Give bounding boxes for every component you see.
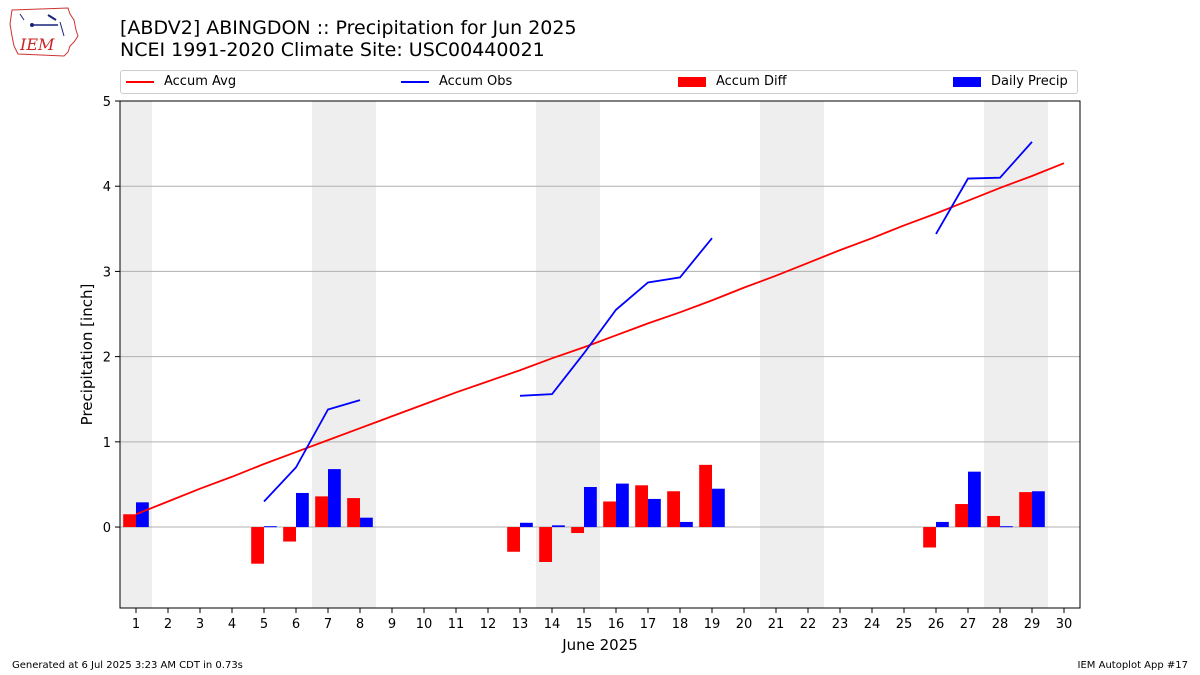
accum-diff-bar-day-29	[1019, 492, 1032, 528]
weekend-shade-4	[760, 101, 824, 608]
daily-precip-bar-day-13	[520, 522, 533, 528]
legend-label-accum-avg: Accum Avg	[164, 74, 237, 89]
x-tick-label-15: 15	[576, 617, 593, 632]
x-tick-label-27: 27	[960, 617, 977, 632]
legend-item-accum-diff: Accum Diff	[678, 74, 787, 90]
x-tick-label-3: 3	[196, 617, 204, 632]
accum-diff-bar-day-28	[987, 515, 1000, 528]
accum-diff-bar-day-6	[283, 527, 296, 542]
accum-diff-bar-day-15	[571, 527, 584, 534]
x-tick-label-26: 26	[928, 617, 945, 632]
x-tick-label-11: 11	[448, 617, 465, 632]
x-tick-label-22: 22	[800, 617, 817, 632]
accum-diff-bar-day-18	[667, 491, 680, 528]
daily-precip-bar-day-7	[328, 469, 341, 528]
iem-logo: IEM	[8, 6, 80, 58]
daily-precip-bar-day-26	[936, 521, 949, 528]
x-tick-label-2: 2	[164, 617, 172, 632]
x-tick-label-4: 4	[228, 617, 236, 632]
chart-legend: Accum Avg Accum Obs Accum Diff Daily Pre…	[120, 70, 1078, 94]
x-tick-label-30: 30	[1056, 617, 1073, 632]
x-tick-label-12: 12	[480, 617, 497, 632]
plot-frame	[119, 100, 1081, 609]
y-tick-label-4: 4	[103, 180, 111, 195]
daily-precip-bar-day-18	[680, 521, 693, 528]
legend-item-accum-avg: Accum Avg	[126, 74, 236, 90]
x-tick-label-5: 5	[260, 617, 268, 632]
y-tick-label-0: 0	[103, 521, 111, 536]
x-tick-label-23: 23	[832, 617, 849, 632]
generated-timestamp: Generated at 6 Jul 2025 3:23 AM CDT in 0…	[12, 660, 243, 671]
legend-label-accum-diff: Accum Diff	[716, 74, 787, 89]
x-tick-label-7: 7	[324, 617, 332, 632]
accum-obs-line-segment-3	[935, 141, 1033, 235]
x-tick-label-10: 10	[416, 617, 433, 632]
accum-diff-bar-day-19	[699, 464, 712, 528]
daily-precip-bar-day-28	[1000, 526, 1013, 528]
daily-precip-bar-day-15	[584, 487, 597, 528]
x-tick-label-18: 18	[672, 617, 689, 632]
x-tick-label-1: 1	[132, 617, 140, 632]
y-tick-label-2: 2	[103, 351, 111, 366]
accum-diff-bar-day-16	[603, 501, 616, 528]
legend-swatch-accum-avg	[126, 80, 154, 83]
y-tick-label-3: 3	[103, 265, 111, 280]
x-tick-label-16: 16	[608, 617, 625, 632]
x-tick-label-6: 6	[292, 617, 300, 632]
x-tick-label-24: 24	[864, 617, 881, 632]
daily-precip-bar-day-6	[296, 492, 309, 528]
x-tick-label-29: 29	[1024, 617, 1041, 632]
x-tick-label-17: 17	[640, 617, 657, 632]
chart-title: [ABDV2] ABINGDON :: Precipitation for Ju…	[120, 17, 577, 61]
legend-swatch-accum-obs	[401, 80, 429, 83]
x-tick-label-20: 20	[736, 617, 753, 632]
x-tick-label-19: 19	[704, 617, 721, 632]
x-tick-label-21: 21	[768, 617, 785, 632]
y-tick-label-1: 1	[103, 436, 111, 451]
autoplot-app-label: IEM Autoplot App #17	[1077, 660, 1188, 671]
accum-diff-bar-day-17	[635, 485, 648, 528]
x-tick-label-9: 9	[388, 617, 396, 632]
accum-avg-line	[135, 162, 1065, 516]
accum-diff-bar-day-27	[955, 504, 968, 528]
legend-item-accum-obs: Accum Obs	[401, 74, 512, 90]
logo-text: IEM	[19, 35, 55, 54]
daily-precip-bar-day-14	[552, 525, 565, 528]
accum-diff-bar-day-8	[347, 498, 360, 528]
legend-label-daily-precip: Daily Precip	[991, 74, 1068, 89]
x-tick-label-8: 8	[356, 617, 364, 632]
accum-diff-bar-day-1	[123, 514, 136, 528]
accum-diff-bar-day-14	[539, 527, 552, 562]
x-axis-label: June 2025	[561, 636, 638, 654]
daily-precip-bar-day-16	[616, 483, 629, 528]
daily-precip-bar-day-1	[136, 502, 149, 528]
title-line-1: [ABDV2] ABINGDON :: Precipitation for Ju…	[120, 17, 577, 39]
x-tick-label-13: 13	[512, 617, 529, 632]
accum-obs-line-segment-1	[263, 399, 361, 503]
accum-obs-line-segment-2	[519, 237, 713, 397]
daily-precip-bar-day-17	[648, 498, 661, 528]
accum-diff-bar-day-26	[923, 527, 936, 548]
legend-item-daily-precip: Daily Precip	[953, 74, 1068, 90]
weekend-shade-2	[312, 101, 376, 608]
title-line-2: NCEI 1991-2020 Climate Site: USC00440021	[120, 39, 545, 61]
x-tick-label-14: 14	[544, 617, 561, 632]
daily-precip-bar-day-29	[1032, 491, 1045, 528]
legend-swatch-daily-precip	[953, 76, 981, 87]
daily-precip-bar-day-8	[360, 517, 373, 528]
daily-precip-bar-day-19	[712, 488, 725, 528]
weekend-shade-1	[120, 101, 152, 608]
daily-precip-bar-day-27	[968, 471, 981, 528]
legend-label-accum-obs: Accum Obs	[439, 74, 513, 89]
y-axis-label: Precipitation [inch]	[78, 284, 96, 426]
legend-swatch-accum-diff	[678, 76, 706, 87]
y-tick-label-5: 5	[103, 95, 111, 110]
daily-precip-bar-day-5	[264, 526, 277, 528]
accum-diff-bar-day-7	[315, 496, 328, 528]
accum-diff-bar-day-5	[251, 527, 264, 564]
x-tick-label-25: 25	[896, 617, 913, 632]
x-tick-label-28: 28	[992, 617, 1009, 632]
accum-diff-bar-day-13	[507, 527, 520, 552]
